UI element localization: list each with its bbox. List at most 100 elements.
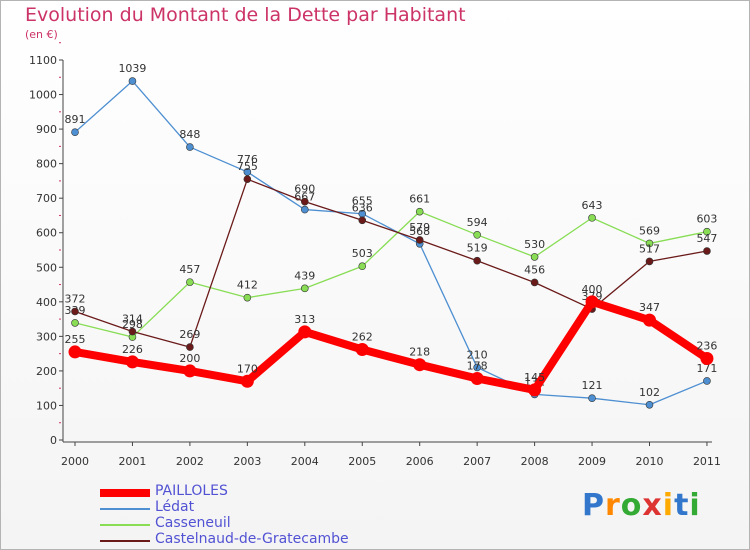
data-label: 372 <box>65 292 86 305</box>
legend-label: Casseneuil <box>155 515 231 531</box>
y-tick-label: 1100 <box>29 54 57 67</box>
x-tick-label: 2001 <box>118 455 146 468</box>
data-point <box>355 342 369 356</box>
data-label: 412 <box>237 279 258 292</box>
data-point <box>186 343 194 351</box>
y-tick-label: 700 <box>36 192 57 205</box>
data-label: 1039 <box>118 62 146 75</box>
data-point <box>588 214 596 222</box>
data-point <box>415 236 424 244</box>
data-label: 690 <box>294 183 315 196</box>
data-label: 102 <box>639 386 660 399</box>
data-point <box>530 278 539 287</box>
data-label: 226 <box>122 343 143 356</box>
data-label: 655 <box>352 195 373 208</box>
data-label: 579 <box>409 221 430 234</box>
data-label: 218 <box>409 346 430 359</box>
logo-letter: x <box>642 488 663 523</box>
x-tick-label: 2004 <box>291 455 319 468</box>
logo-letter: i <box>662 488 675 523</box>
y-tick-label: 100 <box>36 399 57 412</box>
data-label: 519 <box>467 242 488 255</box>
y-tick-label: 200 <box>36 365 57 378</box>
data-label: 530 <box>524 238 545 251</box>
data-label: 848 <box>179 128 200 141</box>
data-label: 145 <box>524 371 545 384</box>
data-point <box>300 205 309 214</box>
data-point <box>183 364 197 378</box>
series-line-3 <box>74 178 708 348</box>
chart-title: Evolution du Montant de la Dette par Hab… <box>25 4 466 26</box>
legend-swatch <box>100 524 150 526</box>
data-label: 170 <box>237 362 258 375</box>
data-point <box>358 216 367 225</box>
data-label: 776 <box>237 153 258 166</box>
data-label: 400 <box>582 283 603 296</box>
data-label: 236 <box>696 339 717 352</box>
data-point <box>473 256 481 265</box>
data-point <box>71 128 79 136</box>
data-label: 262 <box>352 330 373 343</box>
y-tick-label: 0 <box>50 434 57 447</box>
data-point <box>645 239 654 248</box>
data-label: 568 <box>409 225 430 238</box>
data-point <box>585 295 599 309</box>
x-tick-label: 2008 <box>521 455 549 468</box>
data-label: 210 <box>467 348 488 361</box>
data-label: 661 <box>409 193 430 206</box>
logo-letter: i <box>689 488 701 523</box>
data-label: 347 <box>639 301 660 314</box>
logo-letter: P <box>582 488 605 523</box>
legend-swatch <box>100 540 150 542</box>
y-tick-label: 500 <box>36 261 57 274</box>
data-label: 503 <box>352 247 373 260</box>
series-line-1 <box>74 80 708 406</box>
series-line-2 <box>74 211 708 338</box>
data-point <box>186 278 194 286</box>
x-tick-label: 2011 <box>693 455 721 468</box>
logo-letter: r <box>605 488 621 523</box>
data-label: 121 <box>582 379 603 392</box>
x-tick-label: 2000 <box>61 455 89 468</box>
y-tick-label: 600 <box>36 227 57 240</box>
data-point <box>470 372 484 386</box>
x-tick-label: 2009 <box>578 455 606 468</box>
data-point <box>125 355 139 369</box>
data-label: 517 <box>639 242 660 255</box>
data-label: 643 <box>582 199 603 212</box>
logo-letter: t <box>674 488 690 523</box>
legend-label: Lédat <box>155 499 195 515</box>
data-label: 456 <box>524 263 545 276</box>
data-label: 178 <box>467 360 488 373</box>
data-label: 667 <box>294 191 315 204</box>
x-tick-label: 2007 <box>463 455 491 468</box>
data-label: 594 <box>467 216 488 229</box>
chart-subtitle: (en €) <box>25 28 58 41</box>
data-label: 569 <box>639 224 660 237</box>
y-tick-label: 800 <box>36 158 57 171</box>
data-label: 755 <box>237 160 258 173</box>
data-point <box>300 197 309 206</box>
data-point <box>128 327 137 336</box>
data-point <box>645 400 654 409</box>
data-point <box>413 358 427 372</box>
data-label: 547 <box>696 232 717 245</box>
data-point <box>128 77 137 85</box>
data-point <box>415 207 424 216</box>
data-label: 457 <box>179 263 200 276</box>
data-point <box>243 175 252 183</box>
data-point <box>298 325 312 339</box>
legend-swatch <box>100 489 150 497</box>
data-label: 313 <box>294 313 315 326</box>
data-label: 636 <box>352 201 373 214</box>
x-tick-label: 2006 <box>406 455 434 468</box>
data-label: 269 <box>179 328 200 341</box>
data-point <box>645 257 654 266</box>
x-tick-label: 2010 <box>636 455 664 468</box>
data-label: 439 <box>294 269 315 282</box>
y-tick-label: 300 <box>36 330 57 343</box>
data-label: 314 <box>122 313 143 326</box>
proxiti-logo: Proxiti <box>582 488 701 523</box>
y-tick-label: 1000 <box>29 89 57 102</box>
